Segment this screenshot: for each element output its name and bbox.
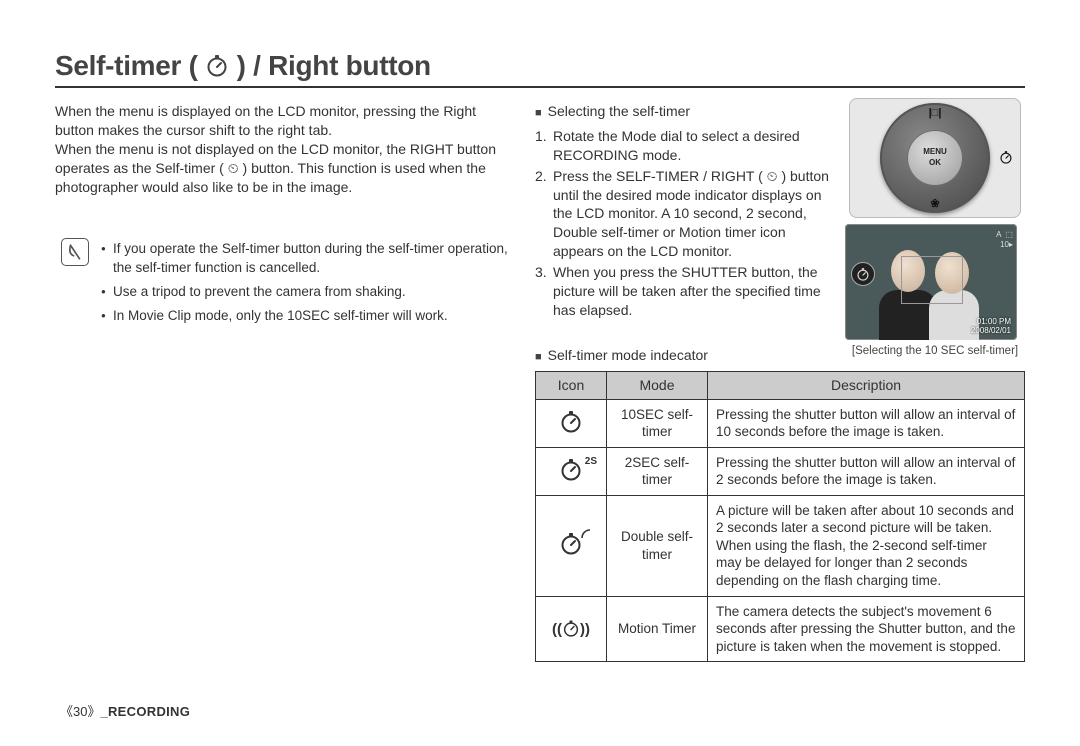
timer-icon: [205, 53, 229, 77]
th-mode: Mode: [607, 371, 708, 399]
dial-bottom-mark: ❀: [930, 197, 939, 212]
lcd-preview: A ⬚ 10▸ 01:00 PM 2008/02/01: [845, 224, 1017, 340]
step-text: Press the SELF-TIMER / RIGHT ( ⏲ ) butto…: [553, 168, 829, 260]
dial-right-mark: [999, 150, 1013, 169]
content-columns: When the menu is displayed on the LCD mo…: [55, 102, 1025, 662]
step-item: 1.Rotate the Mode dial to select a desir…: [535, 127, 835, 165]
section-label: _RECORDING: [100, 704, 190, 719]
desc-cell: A picture will be taken after about 10 s…: [708, 495, 1025, 596]
table-row: 10SEC self-timer Pressing the shutter bu…: [536, 399, 1025, 447]
step-item: 3.When you press the SHUTTER button, the…: [535, 263, 835, 320]
desc-cell: The camera detects the subject's movemen…: [708, 596, 1025, 662]
manual-page: Self-timer ( ) / Right button When the m…: [0, 0, 1080, 746]
table-row: Double self-timer A picture will be take…: [536, 495, 1025, 596]
note-item: If you operate the Self-timer button dur…: [101, 240, 517, 276]
note-box: If you operate the Self-timer button dur…: [55, 240, 517, 325]
left-column: When the menu is displayed on the LCD mo…: [55, 102, 517, 662]
icon-cell: 2S: [536, 447, 607, 495]
page-title: Self-timer ( ) / Right button: [55, 50, 1025, 88]
th-icon: Icon: [536, 371, 607, 399]
self-timer-mode-table: Icon Mode Description 10SEC self-timer P…: [535, 371, 1025, 662]
note-icon: [61, 238, 89, 266]
step-item: 2.Press the SELF-TIMER / RIGHT ( ⏲ ) but…: [535, 167, 835, 261]
illustration-group: MENU OK |□| ❀: [845, 98, 1025, 359]
timer-2sec-icon: [559, 457, 583, 481]
mode-cell: Motion Timer: [607, 596, 708, 662]
note-item: Use a tripod to prevent the camera from …: [101, 283, 517, 301]
title-prefix: Self-timer (: [55, 50, 198, 81]
mode-cell: Double self-timer: [607, 495, 708, 596]
dial-menu-label: MENU: [923, 147, 947, 158]
timer-double-icon: [559, 531, 583, 555]
table-row: (()) Motion Timer The camera detects the…: [536, 596, 1025, 662]
icon-cell: (()): [536, 596, 607, 662]
lcd-timestamp: 01:00 PM 2008/02/01: [971, 317, 1011, 336]
selecting-heading: Selecting the self-timer: [535, 102, 835, 121]
lcd-time: 01:00 PM: [971, 317, 1011, 327]
intro-paragraph: When the menu is displayed on the LCD mo…: [55, 102, 517, 196]
steps-block: Selecting the self-timer 1.Rotate the Mo…: [535, 102, 835, 320]
mode-cell: 10SEC self-timer: [607, 399, 708, 447]
lcd-caption: [Selecting the 10 SEC self-timer]: [845, 344, 1025, 359]
mode-dial-illustration: MENU OK |□| ❀: [849, 98, 1021, 218]
title-suffix: ) / Right button: [237, 50, 431, 81]
lcd-timer-icon: [851, 262, 875, 286]
dial-top-mark: |□|: [929, 106, 942, 121]
desc-cell: Pressing the shutter button will allow a…: [708, 447, 1025, 495]
page-footer: 《30》_RECORDING: [60, 701, 190, 720]
right-column: MENU OK |□| ❀: [535, 102, 1025, 662]
lcd-date: 2008/02/01: [971, 326, 1011, 336]
mode-cell: 2SEC self-timer: [607, 447, 708, 495]
icon-cell: [536, 495, 607, 596]
timer-10sec-icon: [559, 409, 583, 433]
step-text: When you press the SHUTTER button, the p…: [553, 264, 821, 318]
desc-cell: Pressing the shutter button will allow a…: [708, 399, 1025, 447]
icon-cell: [536, 399, 607, 447]
step-text: Rotate the Mode dial to select a desired…: [553, 128, 800, 163]
table-row: 2S 2SEC self-timer Pressing the shutter …: [536, 447, 1025, 495]
dial-ok-label: OK: [929, 158, 941, 169]
lcd-osd-icons: A ⬚ 10▸: [996, 230, 1013, 251]
page-number: 《30》: [60, 704, 100, 719]
dial-center-button: MENU OK: [907, 130, 963, 186]
timer-motion-icon: (()): [552, 621, 590, 638]
note-item: In Movie Clip mode, only the 10SEC self-…: [101, 307, 517, 325]
th-desc: Description: [708, 371, 1025, 399]
